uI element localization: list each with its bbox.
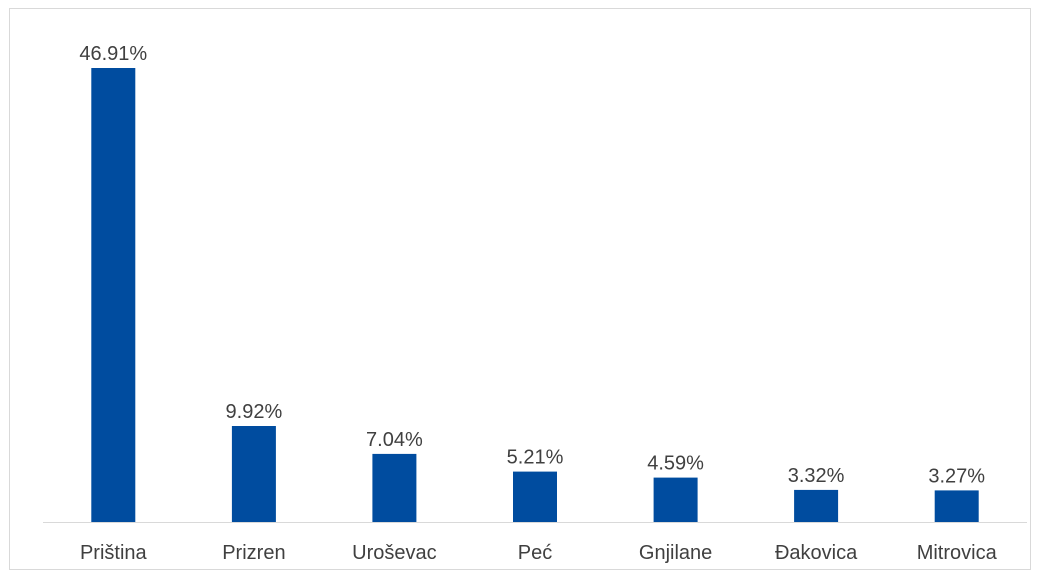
category-label-1: Prizren: [222, 542, 285, 564]
bar-4: [653, 477, 698, 522]
bar-2: [372, 453, 417, 522]
category-label-3: Peć: [518, 542, 552, 564]
data-label-6: 3.27%: [928, 465, 985, 487]
bar-6: [934, 490, 979, 522]
bars-group: [91, 68, 979, 522]
bar-3: [513, 471, 557, 522]
data-label-4: 4.59%: [647, 453, 704, 475]
data-label-0: 46.91%: [79, 43, 147, 65]
category-label-0: Priština: [80, 542, 148, 564]
category-label-5: Đakovica: [775, 542, 858, 564]
data-label-3: 5.21%: [507, 447, 564, 469]
data-label-1: 9.92%: [226, 401, 283, 423]
bar-5: [794, 489, 839, 522]
bar-0: [91, 68, 136, 522]
bar-1: [231, 426, 276, 522]
category-label-2: Uroševac: [352, 542, 436, 564]
category-label-4: Gnjilane: [639, 542, 712, 564]
data-label-5: 3.32%: [788, 465, 845, 487]
labels-group: 46.91% Priština 9.92% Prizren 7.04% Uroševac 5…: [79, 43, 997, 564]
category-label-6: Mitrovica: [917, 542, 998, 564]
data-label-2: 7.04%: [366, 429, 423, 451]
